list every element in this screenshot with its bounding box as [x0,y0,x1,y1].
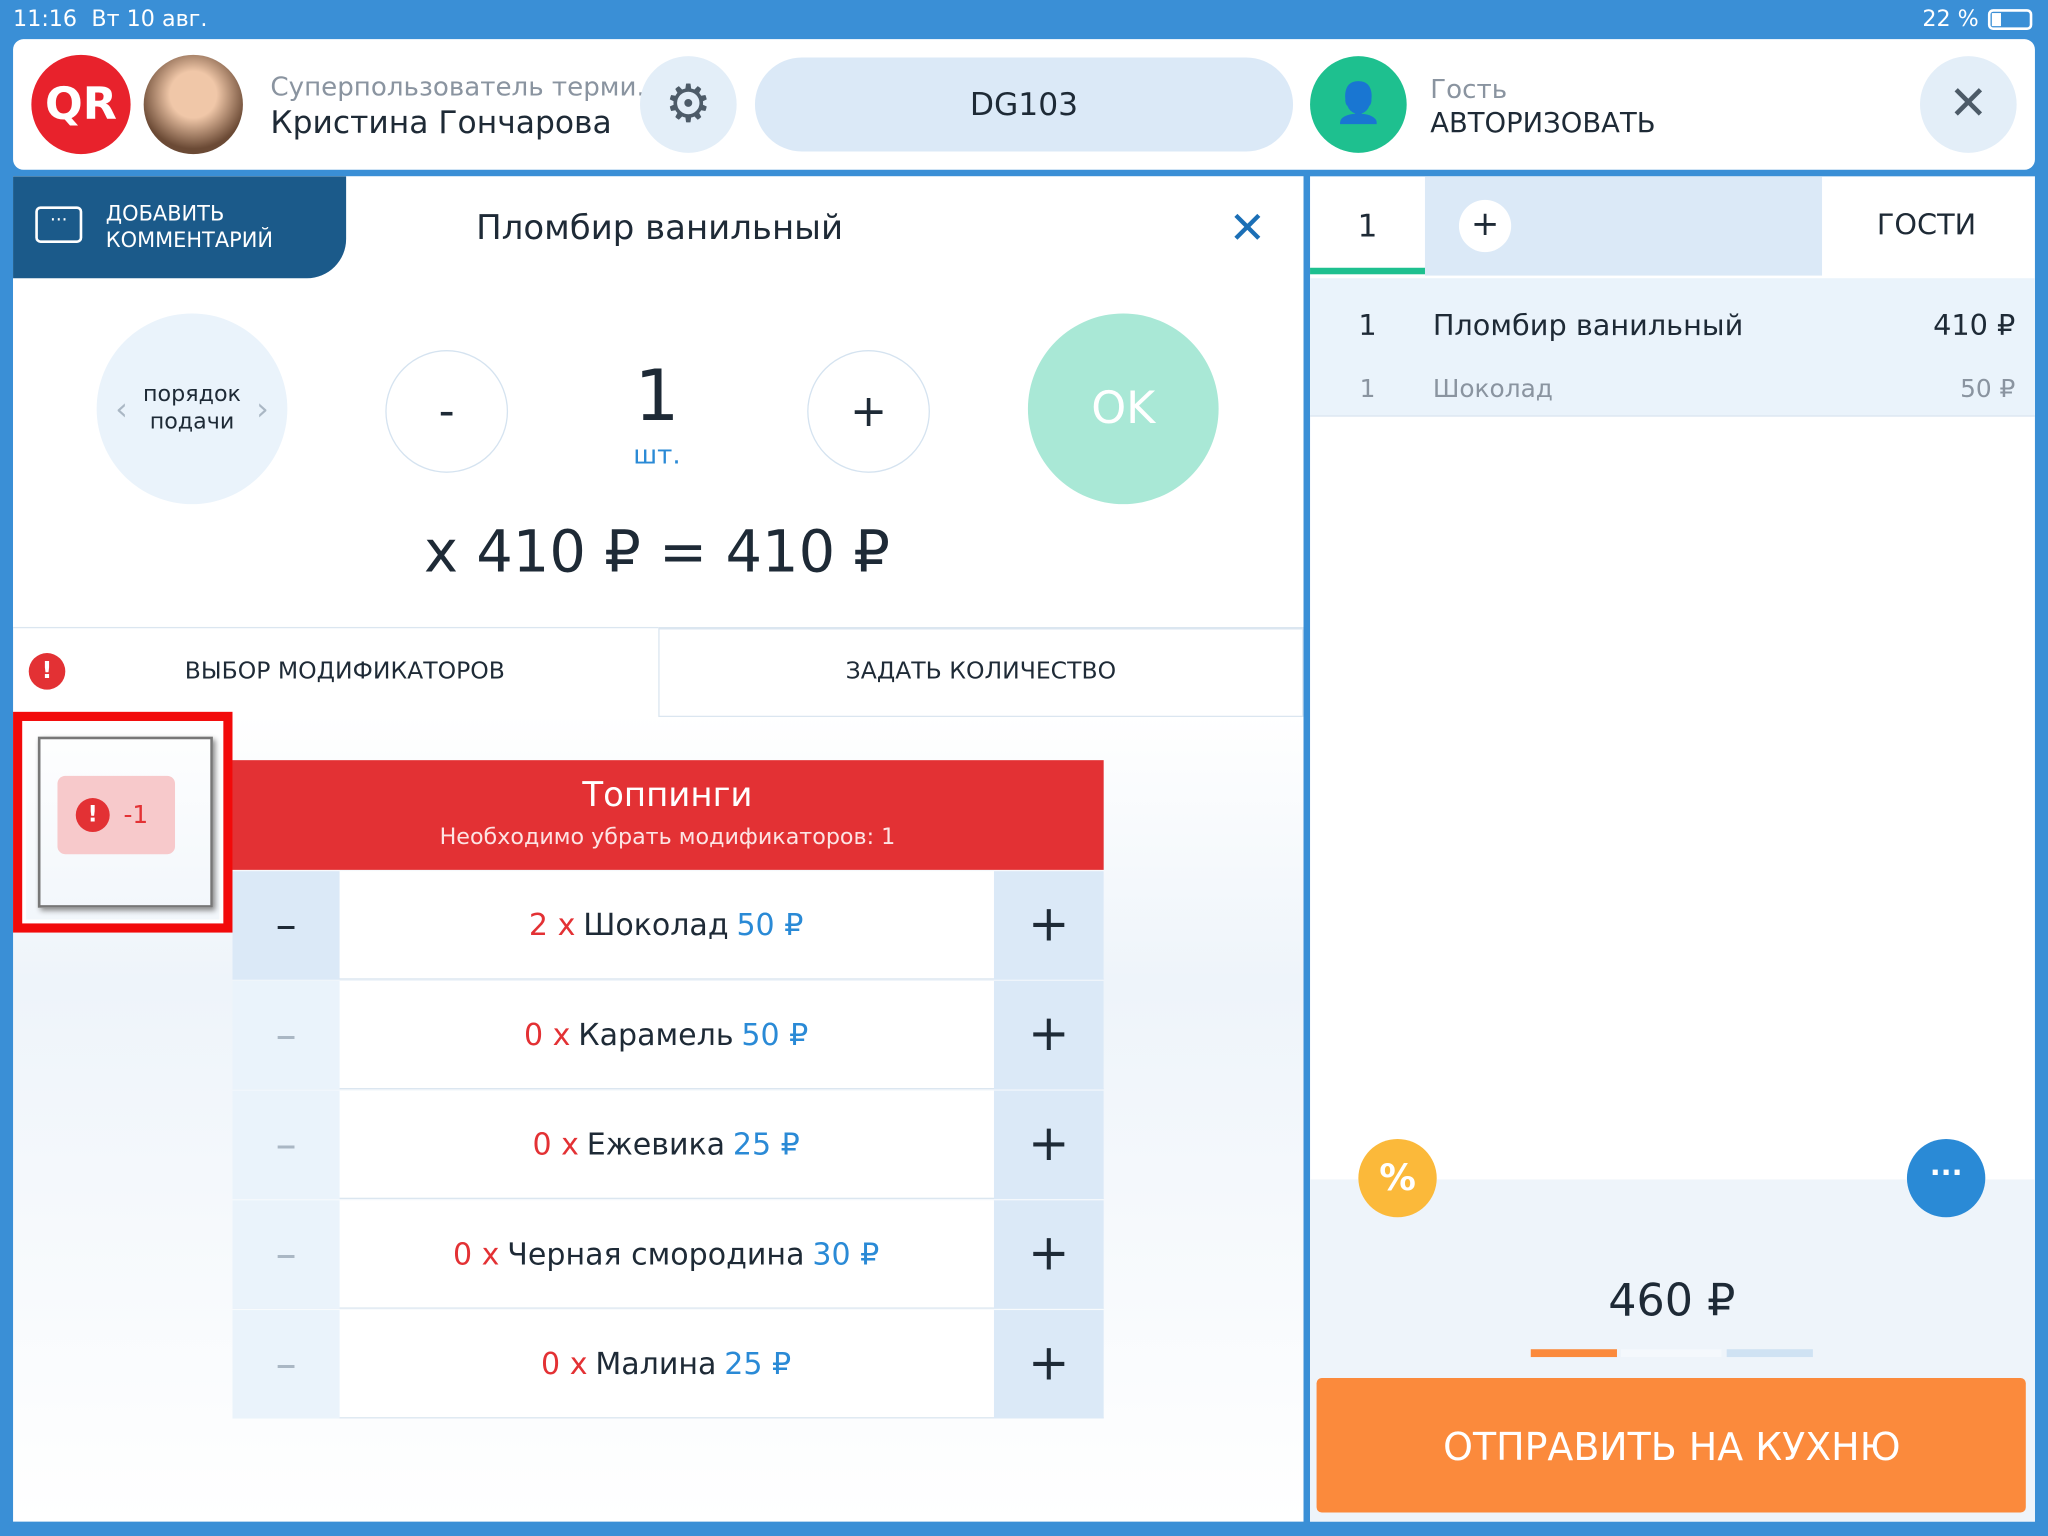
row [232,1310,1104,1419]
settings-button[interactable]: ⚙ [639,56,737,153]
prev-arrow: ‹ [115,390,128,428]
row-plus[interactable]: + [993,980,1104,1090]
next-arrow: › [256,390,269,428]
battery: 22 % [1922,6,1979,33]
badge-value: -1 [123,800,149,830]
add-guest-button[interactable]: 👤 [1310,56,1407,153]
quantity-tab[interactable] [658,626,1304,718]
badge-icon: ! [75,798,110,832]
guest-label: Гость [1430,73,1508,105]
send-label: ОТПРАВИТЬ НА КУХНЮ [1443,1424,1901,1470]
serving-order[interactable] [96,313,288,505]
row-minus[interactable]: – [232,980,340,1090]
row-label: 0 x Черная смородина 30 ₽ [453,1238,879,1272]
line-price: 410 ₽ [1933,310,2016,343]
more-button[interactable]: ··· [1906,1138,1986,1218]
avatar [143,54,243,155]
row [232,1090,1104,1200]
row-qty: 0 x [541,1347,588,1382]
row-price: 25 ₽ [724,1347,792,1382]
highlight-box [13,711,233,933]
row-qty: 2 x [528,909,576,944]
row-qty: 0 x [523,1018,571,1053]
sub-name: Шоколад [1432,374,1553,404]
ok-button[interactable]: OK [1027,313,1219,505]
battery-icon [1987,9,2033,31]
qty-plus[interactable]: + [807,350,930,473]
comment-button[interactable] [13,176,347,279]
discount-button[interactable]: % [1358,1138,1437,1218]
guest-tab-underline [1310,267,1425,275]
time: 11:16 [13,6,78,33]
qty-unit: шт. [633,438,681,471]
row-minus[interactable]: – [232,871,340,980]
group-title: Топпинги [582,775,753,816]
line-qty: 1 [1358,310,1377,343]
alert-icon: ! [28,653,66,690]
page-dot [1620,1349,1722,1358]
comment-label: ДОБАВИТЬ КОММЕНТАРИЙ [105,201,273,253]
item-total: x 410 ₽ = 410 ₽ [423,519,890,586]
guest-action[interactable]: АВТОРИЗОВАТЬ [1430,107,1656,139]
modifiers-tab[interactable] [13,626,659,716]
guest-tab[interactable]: 1 [1357,207,1378,245]
row-minus[interactable]: – [232,1200,340,1309]
row-label: 2 x Шоколад 50 ₽ [529,909,803,943]
line-name: Пломбир ванильный [1432,310,1744,343]
qty-minus[interactable]: - [385,350,509,473]
comment-icon: ··· [35,206,83,243]
row-plus[interactable]: + [993,871,1104,980]
row-name: Шоколад [583,909,729,944]
group-header [232,760,1104,870]
add-guest-tab[interactable]: + [1458,199,1512,253]
row-plus[interactable]: + [993,1200,1104,1309]
sub-price: 50 ₽ [1960,374,2016,404]
row-name: Карамель [578,1018,734,1053]
group-subtitle: Необходимо убрать модификаторов: 1 [439,824,896,851]
row-price: 30 ₽ [812,1238,880,1273]
date: Вт 10 авг. [91,6,208,33]
qty-value: 1 [634,354,680,437]
row-name: Малина [595,1347,717,1382]
order-sum: 460 ₽ [1608,1274,1736,1328]
row-qty: 0 x [532,1128,579,1163]
modifiers-tab-label: ВЫБОР МОДИФИКАТОРОВ [184,657,505,686]
quantity-tab-label: ЗАДАТЬ КОЛИЧЕСТВО [845,657,1117,686]
row-price: 50 ₽ [736,909,804,944]
row [232,871,1104,980]
row-plus[interactable]: + [993,1310,1104,1419]
guests-button[interactable]: ГОСТИ [1876,209,1977,243]
row [232,1200,1104,1309]
sub-qty: 1 [1359,374,1376,404]
row-minus[interactable]: – [232,1310,340,1419]
page-dot [1726,1349,1813,1358]
row-price: 50 ₽ [741,1018,809,1053]
row-name: Ежевика [586,1128,726,1163]
row-plus[interactable]: + [993,1090,1104,1200]
item-close[interactable]: ✕ [1228,202,1266,255]
close-button[interactable]: ✕ [1919,56,2017,153]
logo: QR [31,54,131,155]
user-name: Кристина Гончарова [270,104,612,142]
table-button[interactable]: DG103 [754,57,1294,152]
row-name: Черная смородина [507,1238,805,1273]
row-price: 25 ₽ [732,1128,800,1163]
send-button[interactable] [1316,1377,2026,1513]
order-line[interactable] [1310,278,2035,417]
serving-order-label: порядок подачи [143,381,241,435]
row-label: 0 x Карамель 50 ₽ [524,1019,808,1053]
row-minus[interactable]: – [232,1090,340,1200]
row-label: 0 x Ежевика 25 ₽ [532,1128,799,1162]
row-qty: 0 x [453,1238,500,1273]
page-dot [1530,1349,1617,1358]
user-role: Суперпользователь терми... [270,70,662,102]
row-label: 0 x Малина 25 ₽ [541,1348,791,1382]
item-title: Пломбир ванильный [476,208,844,249]
row [232,980,1104,1090]
